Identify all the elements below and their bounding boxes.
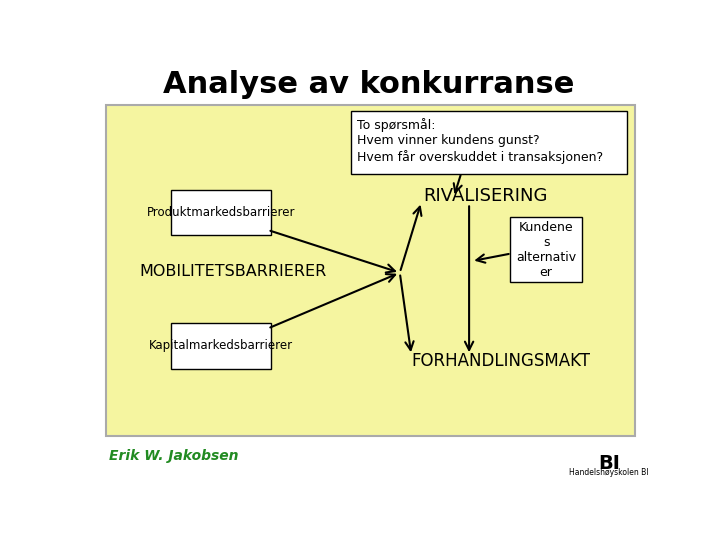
FancyBboxPatch shape [106, 105, 636, 436]
Text: FORHANDLINGSMAKT: FORHANDLINGSMAKT [411, 352, 590, 370]
Text: Handelshøyskolen BI: Handelshøyskolen BI [570, 468, 649, 477]
Text: RIVALISERING: RIVALISERING [423, 187, 547, 205]
Text: MOBILITETSBARRIERER: MOBILITETSBARRIERER [140, 264, 327, 279]
Text: BI: BI [598, 454, 620, 473]
Text: Produktmarkedsbarrierer: Produktmarkedsbarrierer [147, 206, 295, 219]
Text: Analyse av konkurranse: Analyse av konkurranse [163, 70, 575, 98]
Text: To spørsmål:
Hvem vinner kundens gunst?
Hvem får overskuddet i transaksjonen?: To spørsmål: Hvem vinner kundens gunst? … [356, 118, 603, 164]
Text: Erik W. Jakobsen: Erik W. Jakobsen [109, 449, 238, 463]
Text: Kapitalmarkedsbarrierer: Kapitalmarkedsbarrierer [149, 339, 293, 353]
FancyBboxPatch shape [171, 190, 271, 235]
Text: Kundene
s
alternativ
er: Kundene s alternativ er [516, 221, 576, 279]
FancyBboxPatch shape [171, 323, 271, 369]
FancyBboxPatch shape [510, 217, 582, 282]
FancyBboxPatch shape [351, 111, 627, 174]
